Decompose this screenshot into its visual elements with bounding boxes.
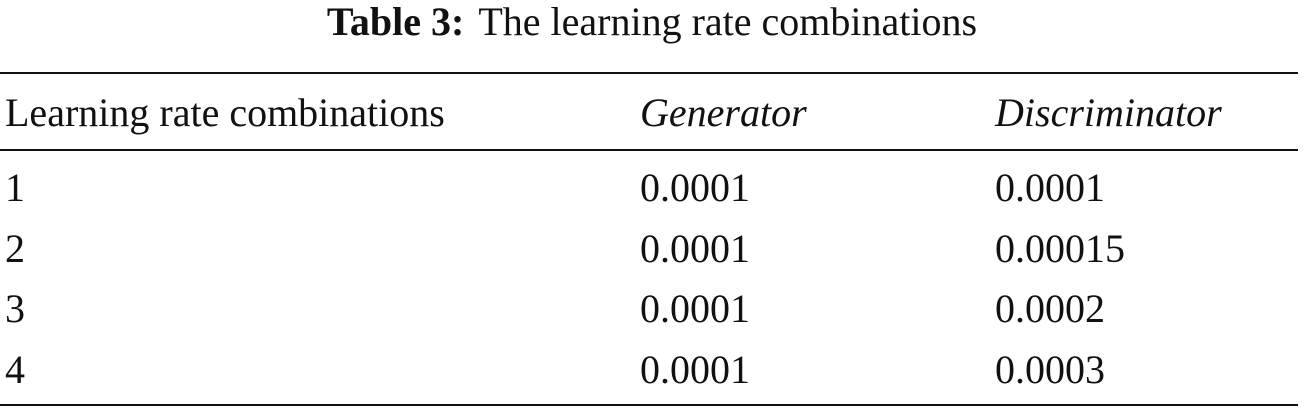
caption-label: Table 3: xyxy=(326,0,465,44)
table-cell: 0.0001 xyxy=(640,346,750,392)
table-cell: 1 xyxy=(5,165,25,210)
table-cell: 0.0002 xyxy=(995,286,1105,331)
header-rule xyxy=(0,149,1298,151)
top-rule xyxy=(0,72,1298,74)
table-cell: 0.0001 xyxy=(640,165,750,210)
table-cell: 3 xyxy=(5,286,25,331)
header-cell: Discriminator xyxy=(995,90,1222,135)
table-cell: 2 xyxy=(5,225,25,271)
header-cell: Learning rate combinations xyxy=(5,90,445,135)
bottom-rule xyxy=(0,404,1298,406)
table-cell: 0.0001 xyxy=(640,225,750,271)
table-cell: 4 xyxy=(5,346,25,392)
table-cell: 0.00015 xyxy=(995,225,1125,271)
caption-text: The learning rate combinations xyxy=(478,0,978,44)
table-caption: Table 3: The learning rate combinations xyxy=(0,2,1304,42)
header-cell: Generator xyxy=(640,90,807,135)
table-cell: 0.0001 xyxy=(995,165,1105,210)
table-cell: 0.0001 xyxy=(640,286,750,331)
table-cell: 0.0003 xyxy=(995,346,1105,392)
